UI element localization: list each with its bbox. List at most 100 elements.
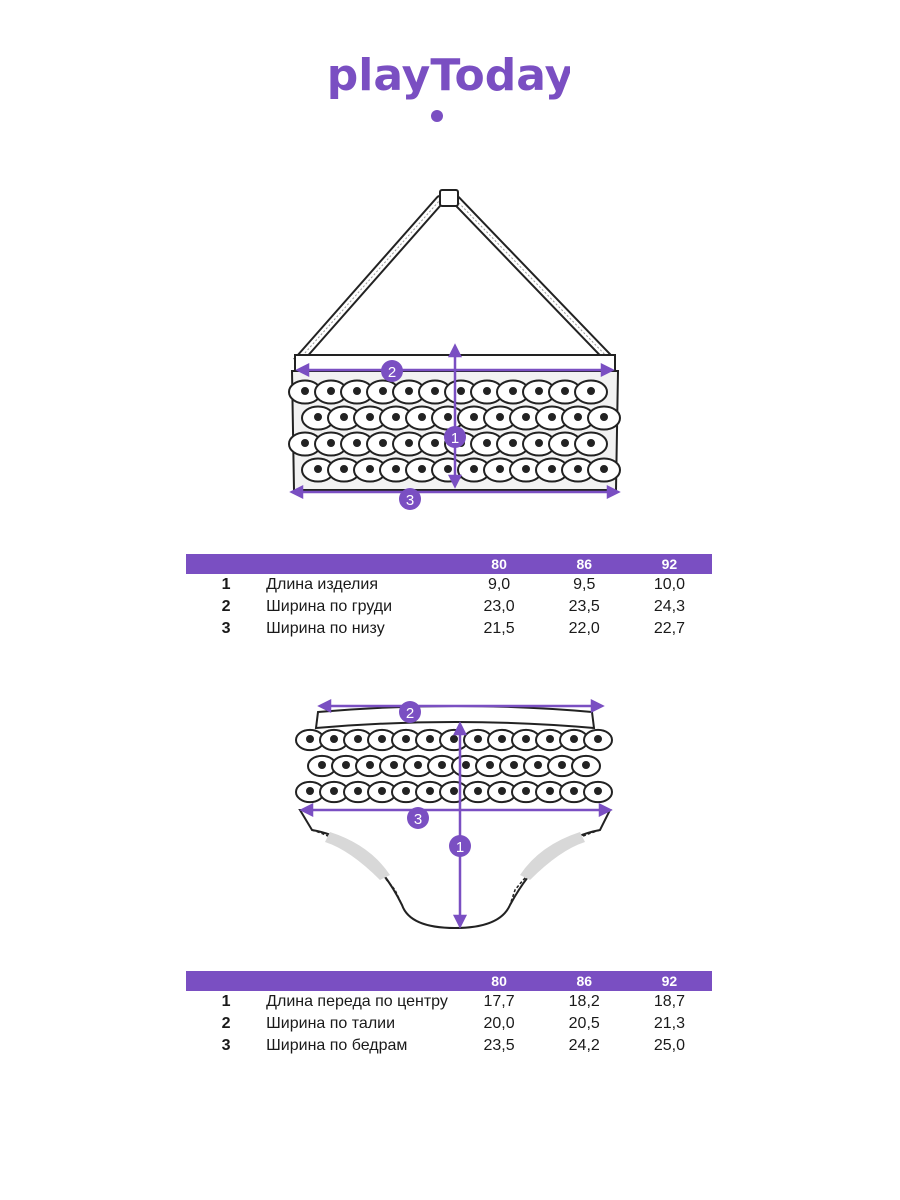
- measurement-name: Ширина по бедрам: [266, 1037, 408, 1054]
- eyelet-hole: [405, 387, 413, 395]
- eyelet-hole: [366, 413, 374, 421]
- svg-text:1: 1: [456, 839, 464, 856]
- eyelet-hole: [600, 413, 608, 421]
- brand-logo: playToday: [330, 52, 570, 122]
- eyelet-hole: [594, 787, 602, 795]
- eyelet-hole: [426, 787, 434, 795]
- eyelet-hole: [570, 735, 578, 743]
- logo-dot-icon: [431, 110, 443, 122]
- row-number: 2: [221, 598, 231, 615]
- measurement-value: 21,5: [483, 620, 515, 637]
- eyelet-hole: [509, 439, 517, 447]
- eyelet-hole: [496, 413, 504, 421]
- eyelet-hole: [340, 465, 348, 473]
- eyelet-hole: [548, 413, 556, 421]
- measure-marker-1: 1: [449, 835, 471, 857]
- measurement-value: 23,5: [568, 598, 600, 615]
- eyelet-hole: [498, 735, 506, 743]
- eyelet-hole: [535, 439, 543, 447]
- eyelet-hole: [438, 761, 446, 769]
- svg-text:3: 3: [414, 811, 422, 828]
- eyelet-hole: [330, 735, 338, 743]
- eyelet-hole: [340, 413, 348, 421]
- eyelet-hole: [378, 787, 386, 795]
- row-number: 2: [221, 1015, 231, 1032]
- eyelet-hole: [314, 413, 322, 421]
- eyelet-hole: [354, 735, 362, 743]
- table-row: 1 Длина переда по центру 17,7 18,2 18,7: [186, 991, 712, 1013]
- measurement-value: 22,0: [568, 620, 600, 637]
- eyelet-hole: [522, 465, 530, 473]
- svg-text:2: 2: [406, 705, 414, 722]
- eyelet-hole: [570, 787, 578, 795]
- table-row: 3 Ширина по бедрам 23,5 24,2 25,0: [186, 1035, 712, 1057]
- eyelet-hole: [548, 465, 556, 473]
- row-number: 3: [221, 620, 231, 637]
- eyelet-hole: [301, 439, 309, 447]
- eyelet-hole: [546, 787, 554, 795]
- eyelet-hole: [546, 735, 554, 743]
- eyelet-hole: [522, 413, 530, 421]
- eyelet-hole: [444, 465, 452, 473]
- table-header-row: 80 86 92: [186, 554, 712, 574]
- eyelet-hole: [574, 465, 582, 473]
- eyelet-hole: [318, 761, 326, 769]
- svg-text:1: 1: [451, 430, 459, 447]
- measure-marker-3: 3: [399, 488, 421, 510]
- eyelet-hole: [522, 735, 530, 743]
- eyelet-hole: [353, 439, 361, 447]
- measurement-value: 20,5: [568, 1015, 600, 1032]
- measurement-name: Ширина по талии: [266, 1015, 396, 1032]
- measurement-name: Длина переда по центру: [266, 993, 448, 1010]
- eyelet-hole: [306, 735, 314, 743]
- eyelet-hole: [486, 761, 494, 769]
- eyelet-hole: [470, 465, 478, 473]
- measurement-value: 10,0: [653, 576, 685, 593]
- measurement-value: 25,0: [653, 1037, 685, 1054]
- eyelet-hole: [314, 465, 322, 473]
- size-header: 80: [456, 554, 542, 574]
- eyelet-hole: [498, 787, 506, 795]
- measurement-value: 9,0: [487, 576, 511, 593]
- measurement-value: 18,2: [568, 993, 600, 1010]
- eyelet-hole: [444, 413, 452, 421]
- eyelet-hole: [574, 413, 582, 421]
- eyelet-hole: [306, 787, 314, 795]
- eyelet-hole: [462, 761, 470, 769]
- eyelet-hole: [366, 761, 374, 769]
- eyelet-hole: [330, 787, 338, 795]
- eyelet-hole: [353, 387, 361, 395]
- measurement-value: 24,2: [568, 1037, 600, 1054]
- eyelet-hole: [431, 387, 439, 395]
- table-row: 2 Ширина по талии 20,0 20,5 21,3: [186, 1013, 712, 1035]
- bottom-garment-sketch: 1 2 3: [295, 698, 613, 930]
- eyelet-hole: [450, 787, 458, 795]
- eyelet-hole: [301, 387, 309, 395]
- eyelet-hole: [405, 439, 413, 447]
- eyelet-hole: [496, 465, 504, 473]
- eyelet-hole: [426, 735, 434, 743]
- eyelet-hole: [522, 787, 530, 795]
- eyelet-hole: [402, 787, 410, 795]
- row-number: 1: [221, 993, 231, 1010]
- eyelet-hole: [431, 439, 439, 447]
- size-header: 86: [541, 971, 627, 991]
- eyelet-hole: [390, 761, 398, 769]
- eyelet-hole: [509, 387, 517, 395]
- measure-marker-2: 2: [399, 701, 421, 723]
- eyelet-hole: [392, 465, 400, 473]
- measurement-name: Ширина по низу: [266, 620, 385, 637]
- table-header-row: 80 86 92: [186, 971, 712, 991]
- eyelet-hole: [414, 761, 422, 769]
- eyelet-hole: [594, 735, 602, 743]
- measurement-name: Длина изделия: [266, 576, 378, 593]
- eyelet-hole: [587, 387, 595, 395]
- eyelet-hole: [327, 387, 335, 395]
- measure-marker-2: 2: [381, 360, 403, 382]
- measurement-value: 21,3: [653, 1015, 685, 1032]
- measurement-value: 20,0: [483, 1015, 515, 1032]
- row-number: 1: [221, 576, 231, 593]
- eyelet-hole: [402, 735, 410, 743]
- measurement-value: 22,7: [653, 620, 685, 637]
- size-header: 92: [626, 554, 712, 574]
